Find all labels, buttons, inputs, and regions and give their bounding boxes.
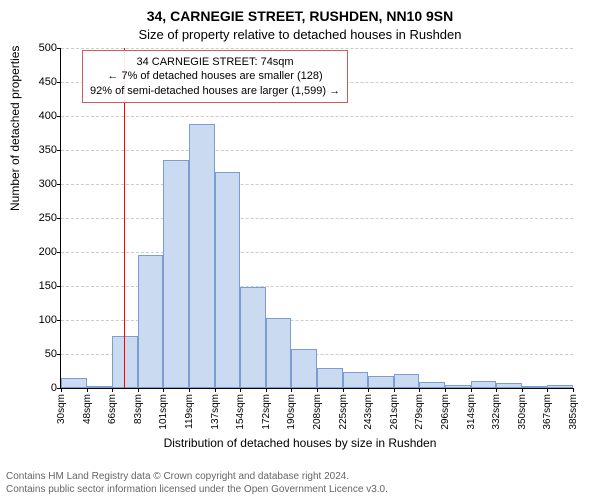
xtick-mark (266, 388, 267, 392)
histogram-bar (163, 160, 189, 388)
histogram-bar (496, 383, 522, 388)
ytick-mark (57, 286, 61, 287)
x-axis-label: Distribution of detached houses by size … (0, 436, 600, 450)
histogram-bar (343, 372, 369, 388)
xtick-mark (343, 388, 344, 392)
y-axis-label: Number of detached properties (8, 46, 22, 211)
xtick-label: 190sqm (286, 394, 297, 430)
xtick-label: 367sqm (542, 394, 553, 430)
xtick-label: 101sqm (158, 394, 169, 430)
ytick-label: 450 (39, 76, 57, 88)
xtick-label: 314sqm (466, 394, 477, 430)
ytick-label: 250 (39, 212, 57, 224)
xtick-mark (87, 388, 88, 392)
xtick-label: 83sqm (133, 394, 144, 424)
ytick-label: 400 (39, 110, 57, 122)
xtick-mark (291, 388, 292, 392)
ytick-label: 350 (39, 144, 57, 156)
xtick-mark (547, 388, 548, 392)
footer-line-1: Contains HM Land Registry data © Crown c… (6, 471, 388, 484)
xtick-label: 137sqm (210, 394, 221, 430)
histogram-bar (317, 368, 343, 388)
gridline-y (61, 184, 573, 185)
xtick-label: 332sqm (491, 394, 502, 430)
histogram-bar (471, 381, 497, 388)
annotation-box: 34 CARNEGIE STREET: 74sqm ← 7% of detach… (82, 50, 348, 103)
ytick-mark (57, 48, 61, 49)
gridline-y (61, 218, 573, 219)
ytick-mark (57, 184, 61, 185)
xtick-mark (573, 388, 574, 392)
chart-title-sub: Size of property relative to detached ho… (0, 27, 600, 42)
ytick-mark (57, 320, 61, 321)
histogram-bar (61, 378, 87, 388)
xtick-mark (419, 388, 420, 392)
histogram-bar (368, 376, 394, 388)
histogram-bar (87, 386, 113, 388)
xtick-mark (471, 388, 472, 392)
annotation-line-3: 92% of semi-detached houses are larger (… (90, 84, 340, 98)
xtick-mark (163, 388, 164, 392)
histogram-bar (547, 385, 573, 388)
footer-line-2: Contains public sector information licen… (6, 484, 388, 497)
histogram-bar (291, 349, 317, 388)
xtick-mark (240, 388, 241, 392)
gridline-y (61, 252, 573, 253)
ytick-label: 500 (39, 42, 57, 54)
xtick-label: 119sqm (184, 394, 195, 429)
histogram-bar (215, 172, 241, 388)
xtick-label: 172sqm (261, 394, 272, 430)
ytick-mark (57, 150, 61, 151)
xtick-mark (496, 388, 497, 392)
xtick-label: 48sqm (82, 394, 93, 424)
ytick-mark (57, 218, 61, 219)
ytick-label: 100 (39, 314, 57, 326)
xtick-mark (394, 388, 395, 392)
gridline-y (61, 48, 573, 49)
xtick-mark (189, 388, 190, 392)
xtick-mark (317, 388, 318, 392)
ytick-mark (57, 82, 61, 83)
xtick-mark (112, 388, 113, 392)
xtick-label: 279sqm (414, 394, 425, 430)
annotation-line-1: 34 CARNEGIE STREET: 74sqm (90, 55, 340, 69)
histogram-bar (240, 287, 266, 388)
ytick-mark (57, 252, 61, 253)
xtick-label: 154sqm (235, 394, 246, 430)
histogram-bar (445, 385, 471, 388)
xtick-label: 243sqm (363, 394, 374, 430)
gridline-y (61, 116, 573, 117)
xtick-mark (215, 388, 216, 392)
xtick-label: 225sqm (338, 394, 349, 430)
xtick-label: 66sqm (107, 394, 118, 424)
chart-title-main: 34, CARNEGIE STREET, RUSHDEN, NN10 9SN (0, 8, 600, 24)
histogram-bar (522, 386, 548, 388)
ytick-label: 50 (45, 348, 57, 360)
xtick-label: 350sqm (517, 394, 528, 430)
xtick-mark (138, 388, 139, 392)
xtick-label: 296sqm (440, 394, 451, 430)
ytick-mark (57, 354, 61, 355)
gridline-y (61, 150, 573, 151)
xtick-mark (368, 388, 369, 392)
xtick-mark (522, 388, 523, 392)
histogram-bar (419, 382, 445, 388)
histogram-bar (266, 318, 292, 388)
xtick-mark (445, 388, 446, 392)
ytick-mark (57, 116, 61, 117)
footer-attribution: Contains HM Land Registry data © Crown c… (6, 471, 388, 496)
histogram-bar (189, 124, 215, 388)
ytick-label: 300 (39, 178, 57, 190)
xtick-label: 208sqm (312, 394, 323, 430)
ytick-label: 0 (51, 382, 57, 394)
xtick-label: 30sqm (56, 394, 67, 424)
xtick-label: 261sqm (389, 394, 400, 430)
histogram-bar (394, 374, 420, 388)
xtick-label: 385sqm (568, 394, 579, 430)
ytick-label: 150 (39, 280, 57, 292)
xtick-mark (61, 388, 62, 392)
ytick-label: 200 (39, 246, 57, 258)
histogram-bar (138, 255, 164, 388)
annotation-line-2: ← 7% of detached houses are smaller (128… (90, 69, 340, 83)
